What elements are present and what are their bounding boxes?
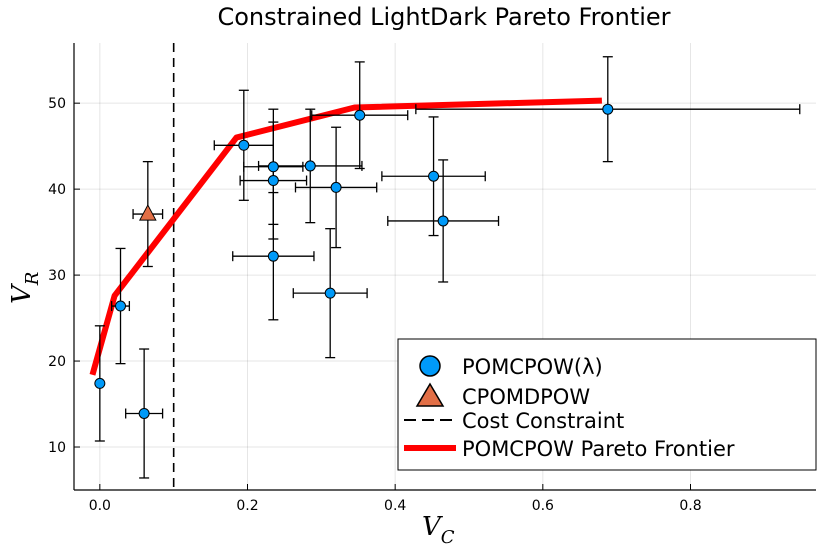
pareto-frontier-line [89,97,602,376]
pomcpow-point [267,161,279,173]
pomcpow-point [324,287,336,299]
tick-labels: 0.0 0.2 0.4 0.6 0.8 10 20 30 40 50 [48,96,701,514]
cpomdpow-point [138,204,157,221]
svg-text:VR: VR [7,272,43,304]
pomcpow-point [437,215,449,227]
x-tick-label: 0.6 [532,498,554,514]
pomcpow-point [354,109,366,121]
pomcpow-point [267,175,279,187]
legend-marker-pomcpow [419,355,441,377]
legend-marker-cpomdpow [415,382,445,407]
y-tick-label: 40 [48,182,66,198]
pomcpow-point [267,250,279,262]
x-tick-label: 0.4 [384,498,406,514]
y-tick-label: 30 [48,268,66,284]
y-axis-label-main: V [7,283,37,304]
svg-text:VC: VC [422,512,455,548]
chart-title: Constrained LightDark Pareto Frontier [217,3,670,31]
legend: POMCPOW(λ) CPOMDPOW Cost Constraint POMC… [397,338,817,471]
x-axis-label-sub: C [441,527,455,548]
pomcpow-point [304,160,316,172]
pomcpow-point [238,139,250,151]
pomcpow-point [138,407,150,419]
pomcpow-point [115,300,127,312]
y-axis-label-sub: R [22,272,43,287]
y-axis-label: VR [7,272,43,304]
legend-box [397,338,817,471]
pomcpow-point [94,377,106,389]
x-axis-label-main: V [422,512,443,542]
pomcpow-point [428,170,440,182]
x-tick-label: 0.0 [89,498,111,514]
x-tick-label: 0.8 [679,498,701,514]
axes [73,43,816,491]
markers [94,103,614,419]
legend-label-cpomdpow: CPOMDPOW [462,385,590,409]
legend-label-constraint: Cost Constraint [462,409,624,433]
legend-label-frontier: POMCPOW Pareto Frontier [462,437,735,461]
pomcpow-point [602,103,614,115]
y-tick-label: 50 [48,96,66,112]
pomcpow-point [330,181,342,193]
legend-label-pomcpow: POMCPOW(λ) [462,355,603,379]
x-tick-label: 0.2 [236,498,258,514]
y-tick-label: 20 [48,354,66,370]
x-axis-label: VC [422,512,455,548]
frontier-line-group [89,97,602,376]
y-tick-label: 10 [48,440,66,456]
